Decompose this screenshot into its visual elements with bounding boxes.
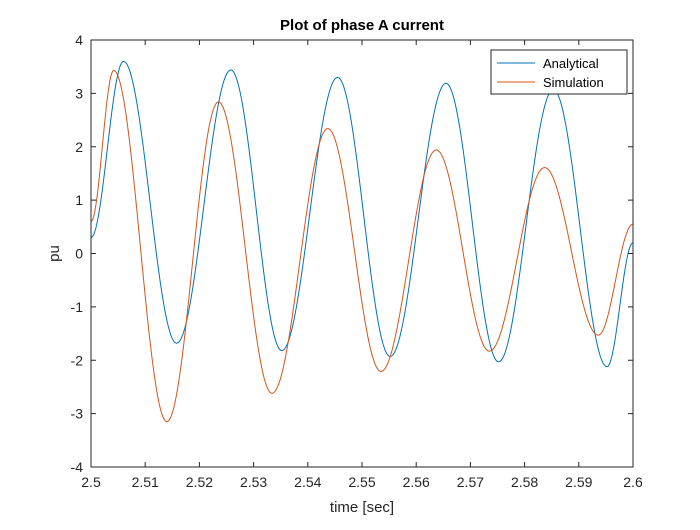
y-tick-label: -2	[71, 352, 84, 368]
y-tick-label: 4	[75, 32, 83, 48]
x-tick-label: 2.5	[81, 474, 101, 490]
x-tick-label: 2.6	[623, 474, 643, 490]
y-tick-label: 2	[75, 139, 83, 155]
legend-entry: Simulation	[543, 75, 604, 90]
x-tick-label: 2.52	[186, 474, 213, 490]
y-tick-label: 0	[75, 246, 83, 262]
x-tick-label: 2.51	[132, 474, 159, 490]
y-tick-label: -4	[71, 459, 84, 475]
y-axis: -4 -3 -2 -1 0 1 2 3 4	[71, 32, 633, 475]
legend-box	[490, 49, 628, 95]
x-axis: 2.5 2.51 2.52 2.53 2.54 2.55 2.56 2.57 2.58 2.59 2…	[81, 40, 643, 490]
series-layer	[91, 60, 633, 423]
x-tick-label: 2.58	[511, 474, 538, 490]
series-line-simulation	[91, 69, 633, 423]
y-tick-label: -3	[71, 406, 84, 422]
x-tick-label: 2.56	[403, 474, 430, 490]
legend-entry: Analytical	[543, 56, 599, 71]
x-tick-label: 2.59	[565, 474, 592, 490]
legend: Analytical Simulation	[490, 49, 628, 95]
y-tick-label: 1	[75, 192, 83, 208]
y-tick-label: 3	[75, 85, 83, 101]
x-axis-label: time [sec]	[330, 499, 394, 516]
y-axis-label: pu	[46, 245, 63, 262]
series-line-analytical	[91, 60, 633, 368]
x-tick-label: 2.57	[457, 474, 484, 490]
y-tick-label: -1	[71, 299, 84, 315]
x-tick-label: 2.55	[348, 474, 375, 490]
x-tick-label: 2.54	[294, 474, 321, 490]
chart-title: Plot of phase A current	[280, 17, 444, 34]
x-tick-label: 2.53	[240, 474, 267, 490]
plot-area	[91, 40, 633, 467]
